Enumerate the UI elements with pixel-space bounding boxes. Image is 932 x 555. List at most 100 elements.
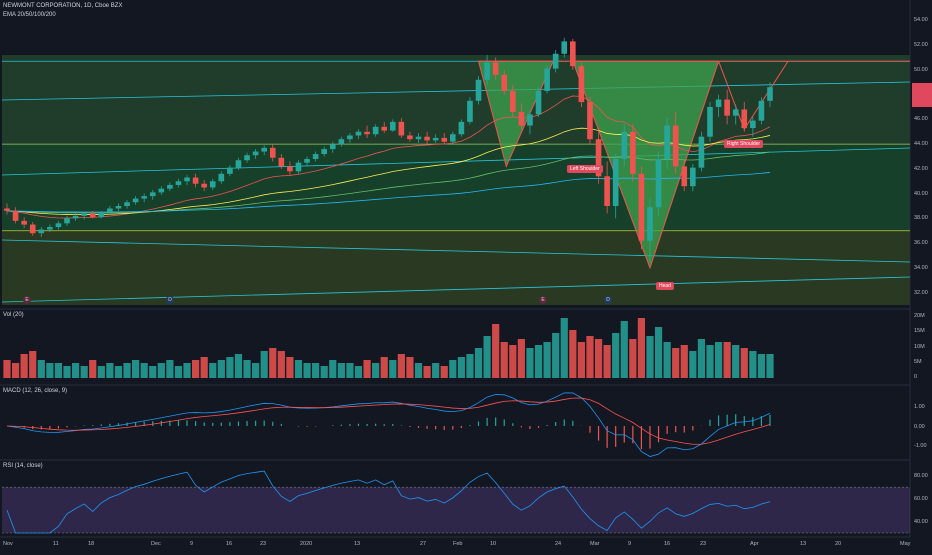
volume-pane-label: Vol (20) xyxy=(3,312,24,318)
candle xyxy=(235,160,242,168)
candle xyxy=(364,131,370,135)
volume-bar xyxy=(346,363,354,378)
volume-bar xyxy=(646,336,654,378)
price-tick-label: 38.00 xyxy=(914,215,928,222)
volume-bar xyxy=(577,342,585,378)
time-tick-label: 13 xyxy=(800,541,807,547)
candle xyxy=(758,100,765,121)
volume-bar xyxy=(114,366,123,378)
candle xyxy=(510,90,516,112)
volume-bar xyxy=(71,363,80,378)
time-tick-label: 16 xyxy=(226,541,233,547)
volume-bar xyxy=(29,351,37,378)
volume-bar xyxy=(320,366,328,378)
candle xyxy=(672,125,679,167)
ema-100-line xyxy=(6,151,771,214)
dividend-event-icon[interactable]: D xyxy=(604,296,612,304)
macd-line xyxy=(6,392,771,457)
candle xyxy=(750,120,756,129)
ema-50-line xyxy=(6,127,771,215)
volume-bar xyxy=(449,360,457,378)
candle xyxy=(287,166,293,172)
candle xyxy=(415,136,422,140)
volume-bar xyxy=(432,363,440,378)
time-tick-label: May xyxy=(900,541,911,547)
volume-bar xyxy=(389,360,397,378)
candle xyxy=(192,177,199,184)
volume-bar xyxy=(209,363,217,378)
volume-bar xyxy=(492,324,500,378)
volume-bar xyxy=(149,366,157,378)
candle xyxy=(595,139,602,177)
candle xyxy=(244,155,250,161)
resistance-zone xyxy=(2,55,910,145)
time-tick-label: 20 xyxy=(835,541,842,547)
candle xyxy=(647,207,653,241)
candle xyxy=(732,109,739,116)
volume-bar xyxy=(500,342,508,378)
volume-bar xyxy=(97,366,105,378)
candle xyxy=(201,183,207,188)
candle xyxy=(175,181,182,185)
volume-bar xyxy=(483,336,491,378)
candle xyxy=(449,134,456,142)
support-zone xyxy=(2,144,910,231)
candle xyxy=(124,202,130,206)
candle xyxy=(518,111,525,126)
candle xyxy=(55,223,62,228)
volume-bar xyxy=(517,339,525,378)
candle xyxy=(724,99,730,116)
volume-bar xyxy=(157,363,165,378)
time-tick-label: Apr xyxy=(750,541,759,547)
volume-bar xyxy=(723,342,731,378)
volume-bar xyxy=(509,345,517,378)
candle xyxy=(441,137,448,142)
volume-bar xyxy=(740,348,748,378)
candle xyxy=(527,114,533,126)
rsi-line xyxy=(6,470,771,534)
candle xyxy=(347,135,353,140)
candle xyxy=(372,126,379,135)
rsi-pane-label: RSI (14, close) xyxy=(3,463,43,469)
candle xyxy=(621,131,628,159)
candle xyxy=(484,62,490,80)
volume-bar xyxy=(200,357,208,378)
left-shoulder-label: Left Shoulder xyxy=(567,165,603,173)
volume-bar xyxy=(329,360,337,378)
rsi-tick-label: 40.00 xyxy=(914,518,928,525)
trend-line xyxy=(1,276,911,303)
candle xyxy=(184,177,190,182)
macd-tick-label: 0.00 xyxy=(914,423,925,430)
price-tick-label: 34.00 xyxy=(914,264,928,271)
volume-bar xyxy=(766,354,774,378)
earnings-event-icon[interactable]: E xyxy=(539,296,547,304)
macd-tick-label: -1.00 xyxy=(914,443,927,449)
volume-bar xyxy=(757,354,766,378)
candle xyxy=(630,131,636,174)
candle xyxy=(21,220,27,225)
volume-bar xyxy=(749,351,757,378)
candle xyxy=(141,196,147,199)
volume-bar xyxy=(406,357,414,378)
candle xyxy=(115,206,122,209)
candle xyxy=(535,90,542,115)
earnings-event-icon[interactable]: E xyxy=(23,296,31,304)
candle xyxy=(407,135,413,140)
candle xyxy=(81,213,87,216)
volume-bar xyxy=(80,366,88,378)
candle xyxy=(381,126,388,131)
volume-tick-label: 15M xyxy=(914,328,925,335)
last-price-marker xyxy=(912,83,932,95)
candle xyxy=(501,74,508,91)
candle xyxy=(252,151,259,156)
candle xyxy=(12,210,19,221)
candle xyxy=(149,192,156,197)
time-tick-label: 9 xyxy=(190,541,194,547)
time-tick-label: 10 xyxy=(490,541,497,547)
volume-bar xyxy=(594,339,603,378)
volume-bar xyxy=(440,366,448,378)
ema-indicator-label: EMA 20/50/100/200 xyxy=(3,12,56,18)
time-tick-label: 13 xyxy=(354,541,361,547)
dividend-event-icon[interactable]: D xyxy=(166,296,174,304)
